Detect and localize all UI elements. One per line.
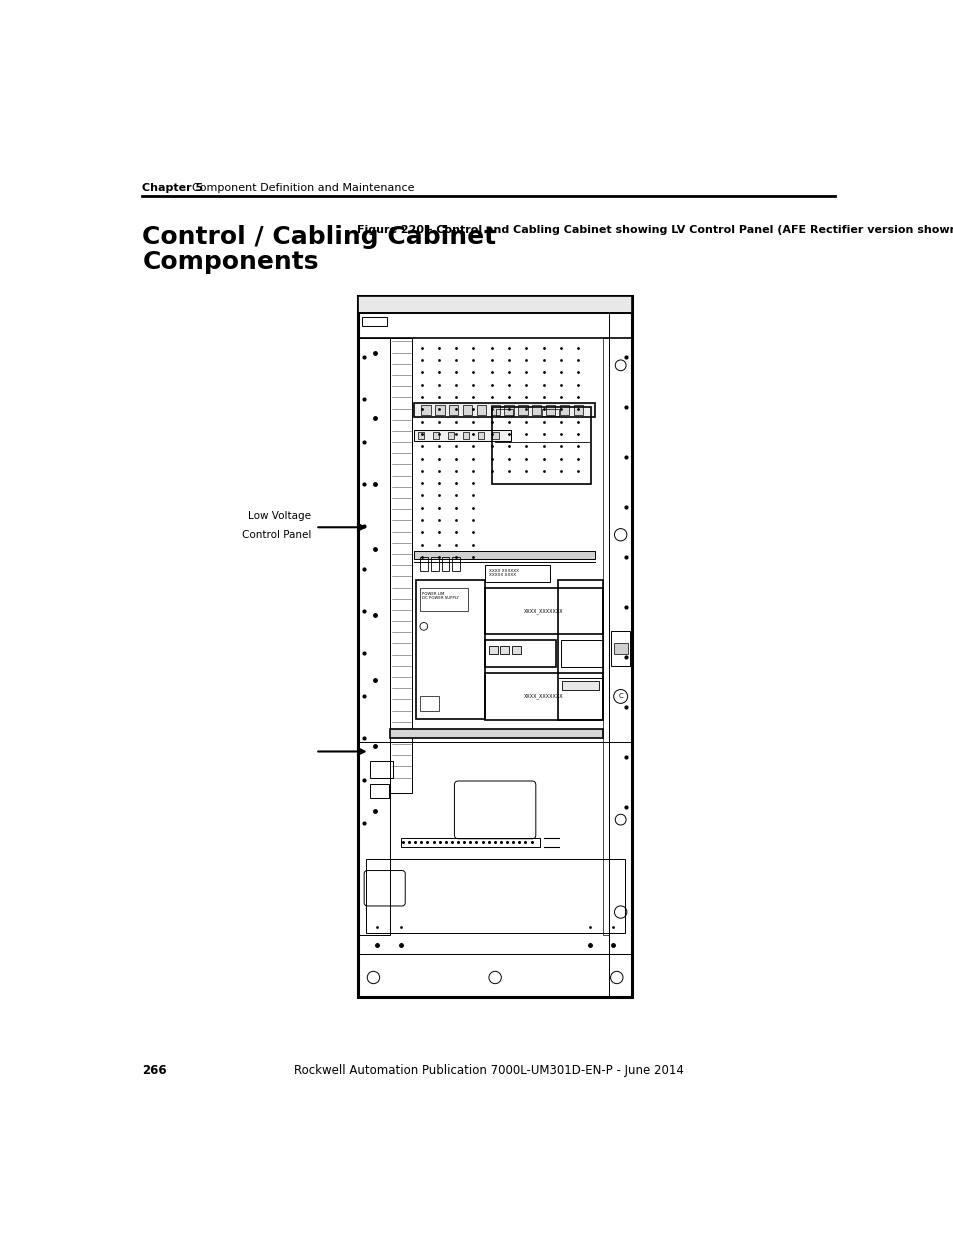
Bar bbox=[400, 837, 539, 847]
Text: Control / Cabling Cabinet: Control / Cabling Cabinet bbox=[142, 225, 497, 249]
Bar bbox=[613, 642, 627, 655]
Text: Components: Components bbox=[142, 249, 318, 274]
Bar bbox=[561, 640, 602, 667]
Bar bbox=[462, 431, 468, 440]
Bar bbox=[532, 405, 540, 415]
Bar bbox=[476, 405, 486, 415]
Bar bbox=[504, 405, 513, 415]
Text: POWER LIM
DC POWER SUPPLY: POWER LIM DC POWER SUPPLY bbox=[422, 592, 458, 600]
Bar bbox=[545, 405, 555, 415]
Bar bbox=[462, 405, 472, 415]
Text: XXXX_XXXXXXX: XXXX_XXXXXXX bbox=[523, 608, 563, 614]
Text: C: C bbox=[618, 693, 622, 699]
Bar bbox=[414, 403, 595, 417]
Bar bbox=[452, 557, 459, 571]
Bar bbox=[369, 784, 389, 798]
Bar bbox=[602, 337, 608, 935]
Text: Figure 220 - Control and Cabling Cabinet showing LV Control Panel (AFE Rectifier: Figure 220 - Control and Cabling Cabinet… bbox=[356, 225, 953, 235]
Bar bbox=[417, 431, 423, 440]
Bar bbox=[432, 431, 438, 440]
Bar bbox=[492, 406, 591, 484]
Bar bbox=[421, 405, 431, 415]
Bar bbox=[488, 646, 497, 655]
Bar bbox=[484, 673, 602, 720]
Bar bbox=[561, 680, 598, 690]
Bar bbox=[449, 405, 458, 415]
Bar bbox=[369, 761, 393, 778]
Text: Component Definition and Maintenance: Component Definition and Maintenance bbox=[192, 183, 415, 193]
Bar bbox=[357, 312, 632, 337]
Bar bbox=[419, 695, 439, 711]
Bar bbox=[608, 312, 632, 997]
Bar bbox=[357, 955, 632, 997]
Text: 266: 266 bbox=[142, 1065, 167, 1077]
Bar bbox=[477, 431, 483, 440]
Bar bbox=[496, 409, 513, 416]
Bar bbox=[365, 858, 624, 934]
Bar bbox=[390, 729, 602, 739]
Text: XXXX_XXXXXXX: XXXX_XXXXXXX bbox=[523, 694, 563, 699]
Bar bbox=[447, 431, 454, 440]
Bar bbox=[517, 405, 527, 415]
Bar bbox=[492, 431, 498, 440]
Bar bbox=[361, 317, 386, 326]
Bar bbox=[484, 588, 602, 634]
Text: Chapter 5: Chapter 5 bbox=[142, 183, 203, 193]
Text: Low Voltage: Low Voltage bbox=[248, 511, 311, 521]
Bar bbox=[390, 337, 412, 793]
Text: Rockwell Automation Publication 7000L-UM301D-EN-P - June 2014: Rockwell Automation Publication 7000L-UM… bbox=[294, 1065, 683, 1077]
Bar bbox=[414, 551, 595, 558]
Bar bbox=[559, 405, 568, 415]
Bar bbox=[357, 296, 632, 312]
Bar bbox=[414, 430, 511, 441]
Bar bbox=[511, 646, 520, 655]
Bar bbox=[441, 557, 449, 571]
Bar bbox=[419, 588, 468, 611]
Bar bbox=[541, 409, 558, 416]
Bar bbox=[611, 631, 629, 666]
Bar bbox=[499, 646, 509, 655]
Bar bbox=[419, 557, 427, 571]
Text: XXXX XXXXXX
XXXXX XXXX: XXXX XXXXXX XXXXX XXXX bbox=[488, 568, 518, 577]
Bar bbox=[573, 405, 582, 415]
Bar bbox=[435, 405, 444, 415]
Bar bbox=[416, 580, 484, 719]
Bar bbox=[484, 564, 549, 582]
Bar bbox=[357, 742, 632, 955]
Bar bbox=[431, 557, 438, 571]
Bar bbox=[357, 337, 390, 935]
Bar bbox=[490, 405, 499, 415]
Bar bbox=[558, 580, 602, 720]
Bar bbox=[484, 640, 555, 667]
Text: Control Panel: Control Panel bbox=[242, 530, 311, 541]
Bar bbox=[357, 296, 632, 997]
